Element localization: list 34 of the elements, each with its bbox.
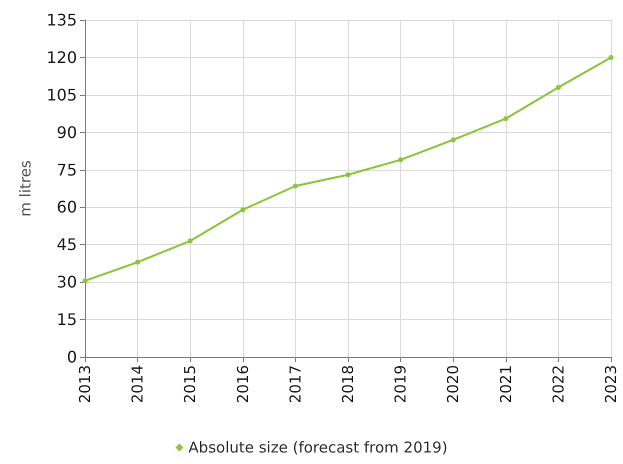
y-axis-title: m litres [16, 160, 34, 217]
point [503, 116, 508, 122]
y-tick-label: 90 [56, 122, 77, 142]
x-tick-label: 2016 [234, 365, 252, 404]
x-tick-label: 2017 [286, 365, 304, 404]
y-tick-label: 15 [56, 310, 77, 330]
y-tick-label: 135 [46, 10, 77, 30]
point [188, 238, 193, 244]
x-tick-label: 2015 [181, 365, 200, 404]
point [450, 137, 456, 142]
x-tick-label: 2022 [549, 365, 568, 404]
x-tick-label: 2023 [602, 365, 620, 404]
x-tick-label: 2021 [496, 365, 515, 404]
y-tick-label: 120 [46, 48, 77, 67]
y-tick-label: 30 [56, 272, 77, 292]
x-tick-label: 2019 [392, 365, 410, 404]
point [240, 207, 246, 212]
y-tick-label: 75 [56, 160, 77, 180]
point [292, 184, 298, 188]
legend-label: Absolute size (forecast from 2019) [188, 438, 448, 456]
x-tick-label: 2020 [444, 365, 462, 404]
y-tick-label: 45 [56, 235, 77, 254]
point [82, 278, 88, 284]
point [556, 84, 561, 90]
x-tick-label: 2018 [339, 365, 357, 404]
x-tick-label: 2013 [76, 365, 94, 404]
point [135, 260, 140, 265]
point [608, 54, 614, 60]
y-tick-label: 105 [46, 85, 77, 104]
y-tick-label: 0 [66, 348, 77, 366]
point [398, 157, 404, 162]
x-tick-label: 2014 [128, 365, 147, 404]
y-tick-label: 60 [56, 198, 77, 217]
point [346, 172, 350, 178]
